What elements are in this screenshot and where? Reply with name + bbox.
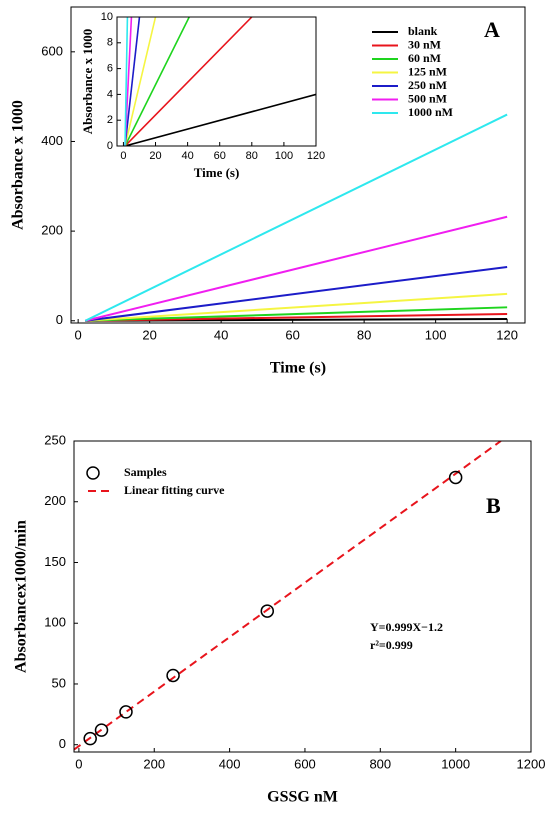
series-line xyxy=(84,113,508,322)
data-point xyxy=(166,668,180,683)
data-point xyxy=(94,723,109,737)
plot-area xyxy=(84,113,508,322)
x-tick-label: 120 xyxy=(496,327,518,342)
plot-area xyxy=(74,441,502,751)
annotation: Y=0.999X−1.2 xyxy=(370,620,443,634)
data-point xyxy=(260,604,275,618)
legend-label: 1000 nM xyxy=(408,105,453,119)
x-axis-title: Time (s) xyxy=(270,360,326,377)
x-tick-label: 1200 xyxy=(517,756,546,771)
x-axis-title: GSSG nM xyxy=(267,789,338,806)
series-line xyxy=(124,93,316,146)
x-tick-label: 0 xyxy=(120,150,126,162)
series-line xyxy=(85,215,508,322)
series-line xyxy=(85,313,508,322)
data-point xyxy=(448,470,463,485)
y-tick-label: 50 xyxy=(52,675,66,690)
chart: 0 20 40 60 80 100 120 0 2 4 6 8 10 Time (s) Absorbance… xyxy=(80,11,325,180)
x-tick-label: 40 xyxy=(214,327,228,342)
x-tick-label: 800 xyxy=(369,756,391,771)
y-tick-label: 6 xyxy=(107,63,113,75)
legend-label: 125 nM xyxy=(408,64,447,78)
y-tick-label: 100 xyxy=(44,615,66,630)
series-line xyxy=(124,17,190,146)
y-tick-label: 600 xyxy=(41,43,63,58)
y-tick-label: 2 xyxy=(107,114,113,126)
annotation: r²=0.999 xyxy=(370,638,413,652)
legend-label: 250 nM xyxy=(408,78,447,92)
x-tick-label: 600 xyxy=(294,756,316,771)
legend-label: 60 nM xyxy=(408,51,441,65)
y-axis-title: Absorbance x 1000 xyxy=(80,29,95,134)
y-tick-label: 200 xyxy=(41,223,63,238)
series-line xyxy=(74,441,502,751)
y-tick-label: 0 xyxy=(107,140,113,152)
y-tick-label: 250 xyxy=(44,432,66,447)
data-point xyxy=(119,705,133,719)
x-tick-label: 80 xyxy=(246,150,258,162)
plot-background xyxy=(74,441,531,752)
x-tick-label: 400 xyxy=(219,756,241,771)
y-tick-label: 0 xyxy=(56,312,63,327)
y-tick-label: 150 xyxy=(44,554,66,569)
y-axis-title: Absorbancex1000/min xyxy=(13,520,30,673)
x-tick-label: 20 xyxy=(142,327,156,342)
y-tick-label: 8 xyxy=(107,37,113,49)
y-tick-label: 4 xyxy=(107,88,113,100)
x-axis-title: Time (s) xyxy=(194,165,240,180)
legend-swatch xyxy=(86,466,100,480)
series-line xyxy=(124,17,141,146)
x-tick-label: 0 xyxy=(75,327,82,342)
data-point xyxy=(83,731,97,746)
x-tick-label: 0 xyxy=(75,756,82,771)
series-line xyxy=(85,306,508,322)
plot-frame xyxy=(73,440,532,753)
series-line xyxy=(124,17,129,146)
x-tick-label: 100 xyxy=(425,327,447,342)
x-tick-label: 80 xyxy=(357,327,371,342)
x-tick-label: 120 xyxy=(307,150,325,162)
y-tick-label: 0 xyxy=(59,736,66,751)
series-line xyxy=(85,292,508,322)
x-tick-label: 100 xyxy=(275,150,293,162)
series-line xyxy=(124,17,157,146)
panel-label: A xyxy=(484,17,500,42)
y-tick-label: 400 xyxy=(41,133,63,148)
x-tick-label: 1000 xyxy=(441,756,470,771)
y-tick-label: 10 xyxy=(101,11,113,23)
y-axis-title: Absorbance x 1000 xyxy=(10,100,27,230)
x-tick-label: 60 xyxy=(214,150,226,162)
y-tick-label: 200 xyxy=(44,493,66,508)
x-tick-label: 200 xyxy=(143,756,165,771)
plot-frame xyxy=(70,6,526,324)
legend-label: 30 nM xyxy=(408,37,441,51)
series-line xyxy=(85,265,508,322)
series-line xyxy=(124,17,253,146)
panel-label: B xyxy=(486,493,501,518)
legend-label: Samples xyxy=(124,465,167,479)
x-tick-label: 60 xyxy=(285,327,299,342)
plot-area xyxy=(124,17,316,146)
legend-label: blank xyxy=(408,24,438,38)
x-tick-label: 40 xyxy=(181,150,193,162)
chart: 0 200 400 600 800 1000 1200 0 50 100 150 200 250 GSSG… xyxy=(13,432,546,805)
plot-frame xyxy=(116,16,317,147)
legend-label: 500 nM xyxy=(408,91,447,105)
x-tick-label: 20 xyxy=(149,150,161,162)
plot-background xyxy=(117,17,316,146)
legend-label: Linear fitting curve xyxy=(124,483,225,497)
